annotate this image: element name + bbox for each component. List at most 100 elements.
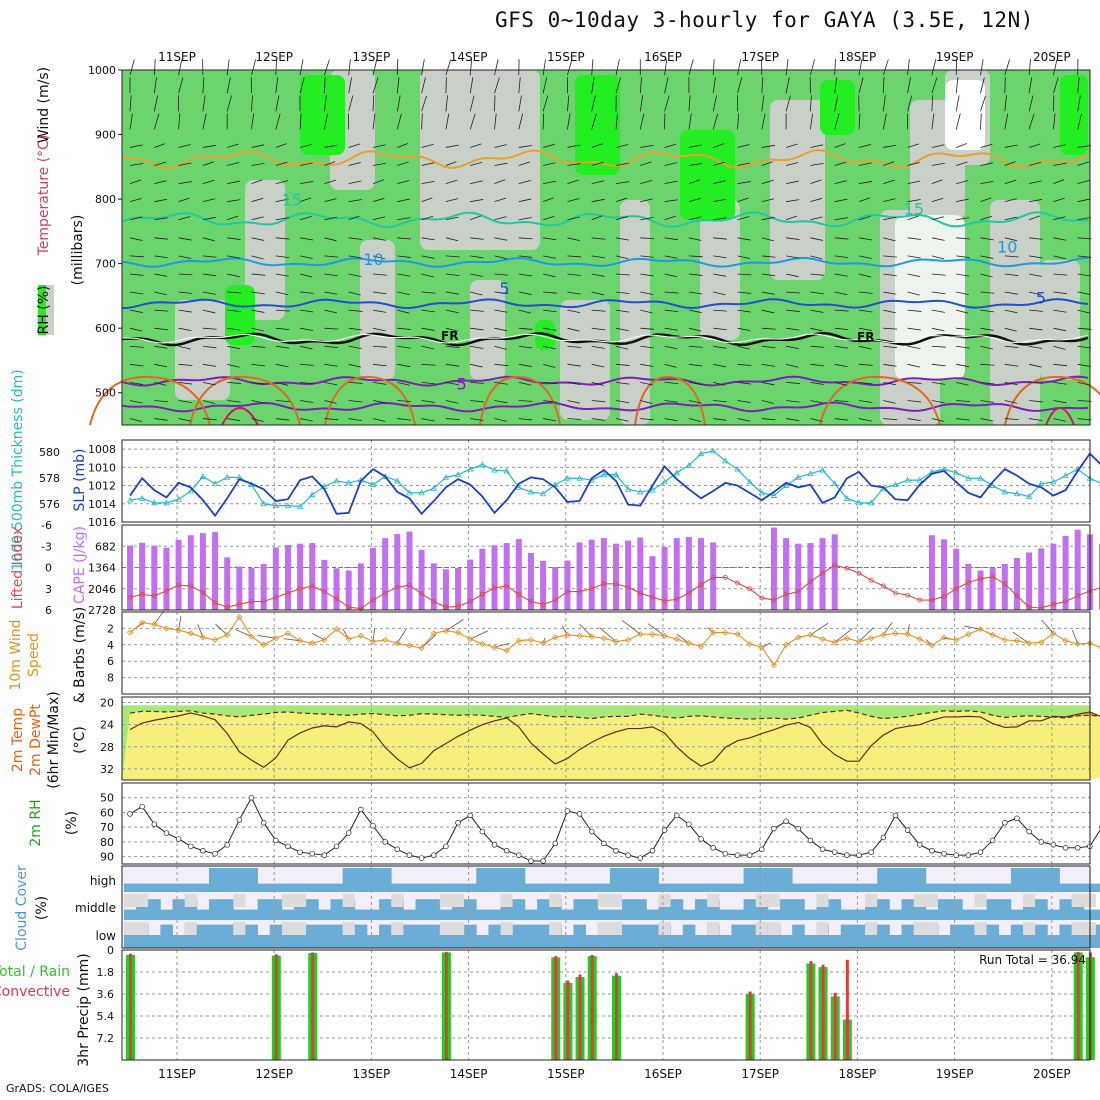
cloud-cell [330, 924, 344, 948]
wind-barb [251, 59, 256, 76]
wind-barb [785, 215, 798, 221]
wind-barb [397, 161, 409, 166]
thickness-frame [121, 439, 1091, 523]
cloud-cell [379, 899, 392, 920]
date-label-top: 14SEP [450, 50, 488, 64]
wind-barb [227, 363, 240, 368]
cape-bar [430, 563, 437, 610]
wind-barb [1029, 255, 1043, 259]
date-label-top: 13SEP [353, 50, 391, 64]
wind-barb [348, 291, 361, 296]
precip-conv-bar [274, 954, 278, 1060]
wind-barb [640, 217, 654, 221]
wind-barb [469, 113, 476, 130]
wind-barb [542, 59, 546, 76]
wind-barb [445, 161, 457, 166]
wind-barb [980, 95, 986, 112]
wind-barb [178, 255, 192, 260]
wind-barb [372, 363, 387, 367]
cloud-gap [1023, 922, 1036, 935]
wind-barb [445, 179, 458, 184]
wind-speed-point [515, 637, 522, 644]
rh-point [127, 811, 133, 817]
wind-label: Speed [26, 633, 42, 677]
wind-barb [1004, 400, 1018, 404]
wind-barb [227, 309, 241, 312]
wind-barb [980, 382, 995, 385]
rh-point [309, 850, 316, 857]
cloud-gap [707, 894, 720, 907]
wind-speed-point [272, 635, 279, 642]
wind-barb [300, 418, 313, 422]
rh-point [1038, 839, 1044, 845]
wind-barb [178, 77, 184, 94]
wind-barb [834, 180, 847, 184]
cloud-gap [451, 894, 465, 907]
wind-barb [639, 113, 645, 130]
wind-barb [251, 179, 263, 184]
cloud-cell [561, 883, 574, 892]
wind-barb [956, 255, 970, 258]
wind-barb [518, 382, 532, 386]
wind-barb [834, 363, 848, 368]
wind-barb [591, 400, 606, 403]
rh-point [722, 850, 729, 857]
wind-barb [421, 418, 435, 422]
cloud-cell [221, 899, 234, 920]
cloud-cell [609, 935, 623, 948]
cape-bar [442, 569, 449, 610]
surface-wind-barb [494, 642, 510, 648]
wind-barb [591, 161, 604, 166]
cloud-gap [974, 922, 987, 935]
surface-wind-barb [963, 625, 981, 630]
cloud-cell [221, 924, 234, 948]
thickness-tick-label: 576 [39, 498, 60, 511]
thickness-point [746, 478, 753, 485]
wind-barb [664, 59, 668, 76]
wind-speed-point [199, 634, 206, 641]
wind-barb [518, 113, 524, 130]
thickness-point [795, 474, 802, 480]
precip-conv-bar [833, 992, 837, 1060]
wind-barb [688, 327, 702, 332]
wind-barb [348, 309, 363, 312]
precip-conv-bar [444, 951, 448, 1060]
wind-barb [858, 216, 871, 221]
wind-speed-point [600, 635, 607, 642]
cloud-cell [415, 883, 429, 892]
cloud-cell [269, 899, 283, 920]
cloud-cell [840, 909, 854, 920]
wind-barb [324, 291, 338, 295]
wind-barb [640, 400, 653, 404]
cloud-cell [537, 883, 550, 892]
wind-speed-point [540, 640, 547, 647]
wind-barb [786, 327, 800, 331]
cloud-gap [451, 922, 465, 935]
rh-point [588, 828, 595, 835]
warm-contour [189, 375, 301, 426]
wind-barb [980, 162, 994, 166]
cloud-cell [828, 883, 842, 892]
wind-barb [202, 237, 216, 242]
wind-barb [615, 327, 629, 332]
cape-label: CAPE (J/kg) [72, 526, 88, 604]
wind-barb [372, 309, 387, 313]
wind-barb [324, 382, 338, 386]
wind-barb [494, 162, 508, 166]
wind-barb [542, 77, 548, 94]
wind-barb [202, 309, 216, 314]
wind-barb [1004, 363, 1019, 367]
temp-label: 2m Temp [10, 708, 26, 772]
wind-barb [1028, 95, 1034, 112]
wind-barb [1053, 291, 1067, 295]
wind-barb [956, 180, 969, 184]
wind-barb [518, 291, 532, 295]
wind-barb [688, 59, 694, 76]
wind-barb [445, 418, 460, 420]
wind-barb [931, 237, 945, 241]
wind-barb [882, 95, 886, 112]
thickness-point [977, 474, 984, 481]
wind-barb [445, 255, 460, 258]
wind-barb [931, 197, 944, 203]
cloud-cell [208, 868, 222, 892]
